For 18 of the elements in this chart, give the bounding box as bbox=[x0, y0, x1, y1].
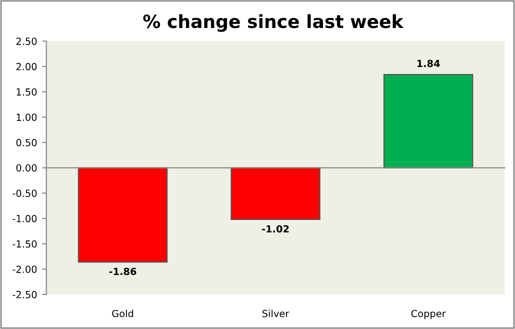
x-tick-label: Copper bbox=[411, 310, 446, 320]
y-tick-label: -1.00 bbox=[12, 214, 37, 222]
y-tick-label: 1.50 bbox=[16, 88, 37, 96]
y-tick-label: 0.00 bbox=[16, 164, 37, 172]
y-tick-label: -2.50 bbox=[12, 290, 37, 298]
data-label: -1.02 bbox=[262, 225, 289, 233]
y-tick-label: 2.50 bbox=[16, 38, 37, 45]
y-tick-label: 0.50 bbox=[16, 138, 37, 146]
x-tick-label: Silver bbox=[262, 310, 290, 318]
y-tick-label: -2.00 bbox=[12, 266, 37, 273]
chart-title: % change since last week bbox=[143, 14, 404, 32]
y-tick-label: 1.00 bbox=[16, 114, 37, 121]
data-label: 1.84 bbox=[417, 60, 440, 68]
x-tick-label: Gold bbox=[112, 310, 134, 318]
data-label: -1.86 bbox=[109, 268, 136, 276]
y-tick-label: 2.00 bbox=[16, 62, 37, 70]
y-tick-label: -1.50 bbox=[12, 240, 37, 248]
y-tick-label: -0.50 bbox=[12, 190, 37, 197]
